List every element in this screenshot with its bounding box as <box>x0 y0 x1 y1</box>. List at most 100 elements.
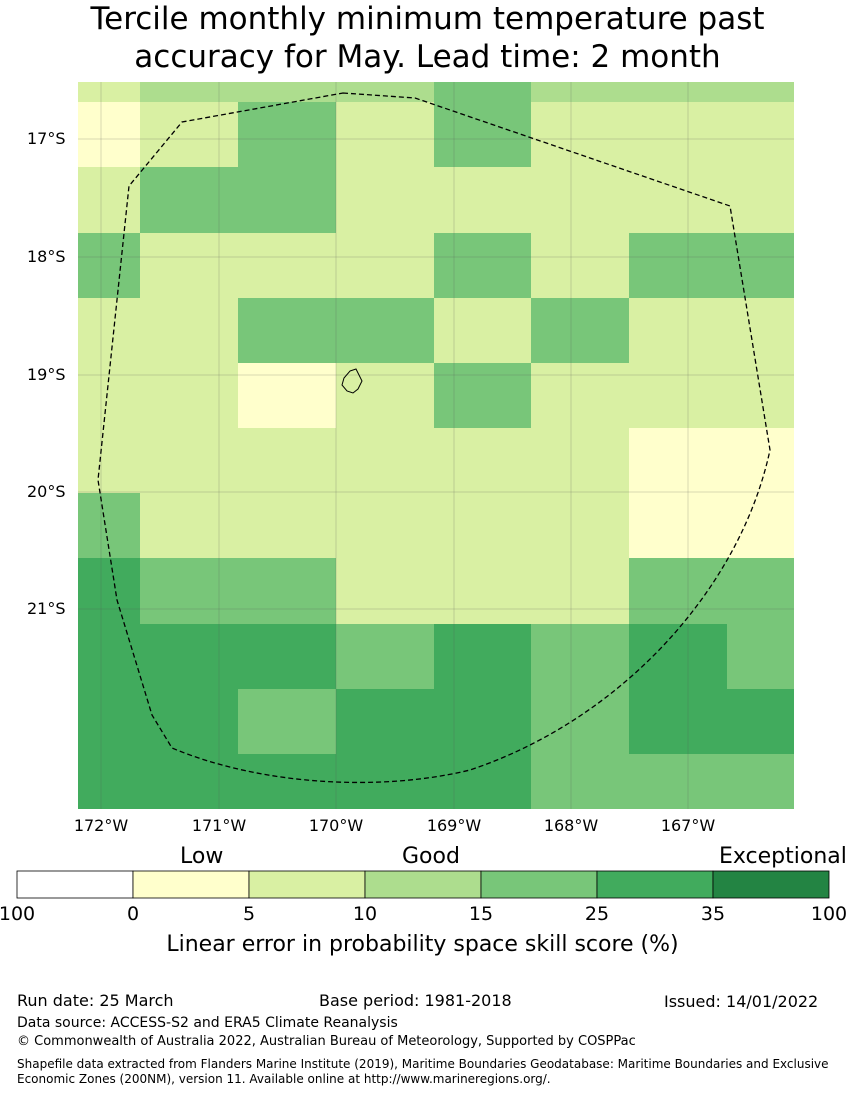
grid-cell <box>434 493 531 558</box>
niue-island-outline <box>341 368 363 394</box>
grid-cell <box>78 428 140 493</box>
lon-label-167w: 167°W <box>660 816 716 835</box>
colorbar-category-good: Good <box>402 844 460 869</box>
lon-label-170w: 170°W <box>308 816 364 835</box>
grid-cell <box>434 82 531 102</box>
grid-cell <box>531 167 629 233</box>
grid-cell <box>629 558 727 624</box>
colorbar-swatch <box>248 870 366 899</box>
grid-cell <box>727 363 794 428</box>
grid-cell <box>629 624 727 689</box>
map-title-line-1: Tercile monthly minimum temperature past <box>90 1 765 37</box>
lat-label-21s: 21°S <box>27 599 66 618</box>
colorbar-tick: 100 <box>0 903 36 925</box>
grid-cell <box>238 233 336 298</box>
grid-cell <box>727 624 794 689</box>
eez-boundary <box>97 92 771 784</box>
shapefile-credit: Shapefile data extracted from Flanders M… <box>17 1057 829 1086</box>
issued-date: Issued: 14/01/2022 <box>664 992 819 1011</box>
grid-cell <box>336 102 434 167</box>
grid-cell <box>78 754 140 809</box>
colorbar-label: Linear error in probability space skill … <box>166 932 679 957</box>
run-date: Run date: 25 March <box>17 991 174 1010</box>
grid-cell <box>727 493 794 558</box>
grid-cell <box>629 102 727 167</box>
grid-cell <box>336 689 434 754</box>
grid-cell <box>336 167 434 233</box>
grid-cell <box>727 754 794 809</box>
grid-cell <box>140 428 238 493</box>
grid-cell <box>629 233 727 298</box>
lon-label-168w: 168°W <box>543 816 599 835</box>
colorbar-swatch <box>16 870 134 899</box>
grid-cell <box>629 689 727 754</box>
grid-cell <box>238 624 336 689</box>
grid-cell <box>727 558 794 624</box>
grid-cell <box>727 82 794 102</box>
grid-cell <box>140 102 238 167</box>
base-period: Base period: 1981-2018 <box>319 991 512 1010</box>
grid-cell <box>629 428 727 493</box>
lat-label-19s: 19°S <box>27 365 66 384</box>
grid-cell <box>336 428 434 493</box>
grid-cell <box>629 754 727 809</box>
grid-cell <box>78 624 140 689</box>
lat-label-20s: 20°S <box>27 482 66 501</box>
skill-grid <box>78 82 794 809</box>
grid-cell <box>78 102 140 167</box>
lat-label-17s: 17°S <box>27 129 66 148</box>
grid-cell <box>336 624 434 689</box>
grid-cell <box>727 167 794 233</box>
grid-cell <box>238 298 336 363</box>
grid-cell <box>434 754 531 809</box>
grid-cell <box>629 493 727 558</box>
map-title-line-2: accuracy for May. Lead time: 2 month <box>134 39 721 75</box>
grid-cell <box>140 493 238 558</box>
colorbar-tick: 35 <box>700 903 726 925</box>
grid-cell <box>140 754 238 809</box>
grid-cell <box>336 233 434 298</box>
grid-cell <box>78 689 140 754</box>
grid-cell <box>238 558 336 624</box>
grid-cell <box>531 428 629 493</box>
grid-cell <box>434 233 531 298</box>
colorbar-tick: 5 <box>242 903 256 925</box>
grid-cell <box>238 363 336 428</box>
colorbar <box>16 870 830 899</box>
grid-cell <box>727 689 794 754</box>
colorbar-tick: 15 <box>468 903 494 925</box>
grid-cell <box>140 167 238 233</box>
grid-cell <box>336 558 434 624</box>
colorbar-category-low: Low <box>180 844 224 869</box>
grid-cell <box>434 558 531 624</box>
grid-cell <box>78 82 140 102</box>
grid-cell <box>238 102 336 167</box>
colorbar-swatch <box>364 870 482 899</box>
copyright-notice: © Commonwealth of Australia 2022, Austra… <box>17 1034 636 1049</box>
grid-cell <box>531 558 629 624</box>
map-title: Tercile monthly minimum temperature past… <box>0 0 855 76</box>
grid-cell <box>140 363 238 428</box>
grid-cell <box>78 167 140 233</box>
grid-cell <box>727 298 794 363</box>
grid-cell <box>531 298 629 363</box>
lon-label-172w: 172°W <box>73 816 129 835</box>
grid-cell <box>140 689 238 754</box>
grid-cell <box>727 428 794 493</box>
colorbar-category-exceptional: Exceptional <box>719 844 847 869</box>
grid-cell <box>336 298 434 363</box>
grid-cell <box>78 233 140 298</box>
grid-cell <box>140 233 238 298</box>
lon-label-169w: 169°W <box>426 816 482 835</box>
colorbar-tick: 10 <box>352 903 378 925</box>
grid-cell <box>434 167 531 233</box>
grid-cell <box>140 82 238 102</box>
grid-cell <box>336 363 434 428</box>
grid-cell <box>727 102 794 167</box>
grid-cell <box>434 624 531 689</box>
grid-cell <box>531 82 629 102</box>
grid-cell <box>336 493 434 558</box>
colorbar-tick: 0 <box>126 903 140 925</box>
grid-cell <box>140 624 238 689</box>
